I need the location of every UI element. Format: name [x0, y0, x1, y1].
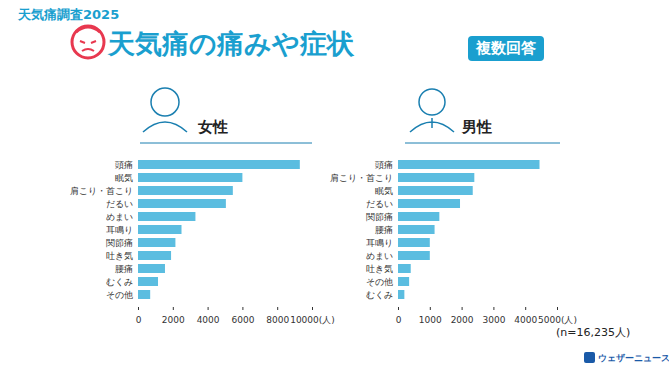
- html-text:ウェザーニュース: ウェザーニュース: [598, 353, 669, 363]
- svg-text:むくみ: むくみ: [366, 290, 393, 300]
- svg-text:6000: 6000: [231, 315, 254, 325]
- svg-text:3000: 3000: [482, 315, 505, 325]
- svg-text:だるい: だるい: [366, 199, 393, 209]
- svg-text:その他: その他: [106, 290, 133, 300]
- svg-text:耳鳴り: 耳鳴り: [366, 238, 393, 248]
- svg-text:5000(人): 5000(人): [538, 315, 577, 325]
- svg-text:2000: 2000: [451, 315, 474, 325]
- svg-text:10000(人): 10000(人): [290, 315, 335, 325]
- svg-text:4000: 4000: [514, 315, 537, 325]
- svg-text:吐き気: 吐き気: [106, 251, 133, 261]
- html-text:女性: 女性: [198, 118, 228, 136]
- svg-text:眠気: 眠気: [115, 173, 133, 183]
- svg-text:1000: 1000: [419, 315, 442, 325]
- svg-text:2000: 2000: [162, 315, 185, 325]
- svg-text:その他: その他: [366, 277, 393, 287]
- svg-text:腰痛: 腰痛: [375, 225, 393, 235]
- svg-text:吐き気: 吐き気: [366, 264, 393, 274]
- html-text:天気痛の痛みや症状: 天気痛の痛みや症状: [108, 28, 354, 59]
- html-text:(n=16,235人): (n=16,235人): [556, 326, 631, 339]
- svg-text:肩こり・首こり: 肩こり・首こり: [330, 173, 393, 183]
- svg-text:4000: 4000: [197, 315, 220, 325]
- svg-text:肩こり・首こり: 肩こり・首こり: [70, 186, 133, 196]
- svg-text:むくみ: むくみ: [106, 277, 133, 287]
- svg-text:頭痛: 頭痛: [375, 160, 393, 170]
- svg-text:めまい: めまい: [106, 212, 133, 222]
- svg-text:だるい: だるい: [106, 199, 133, 209]
- svg-text:0: 0: [396, 315, 402, 325]
- svg-text:0: 0: [136, 315, 142, 325]
- svg-text:めまい: めまい: [366, 251, 393, 261]
- svg-text:頭痛: 頭痛: [115, 160, 133, 170]
- svg-text:腰痛: 腰痛: [115, 264, 133, 274]
- html-text:天気痛調査2025: 天気痛調査2025: [18, 7, 120, 22]
- svg-text:8000: 8000: [266, 315, 289, 325]
- html-text:複数回答: 複数回答: [476, 39, 536, 57]
- svg-text:耳鳴り: 耳鳴り: [106, 225, 133, 235]
- svg-text:関節痛: 関節痛: [366, 212, 393, 222]
- svg-text:関節痛: 関節痛: [106, 238, 133, 248]
- html-text:男性: 男性: [462, 118, 492, 136]
- svg-text:眠気: 眠気: [375, 186, 393, 196]
